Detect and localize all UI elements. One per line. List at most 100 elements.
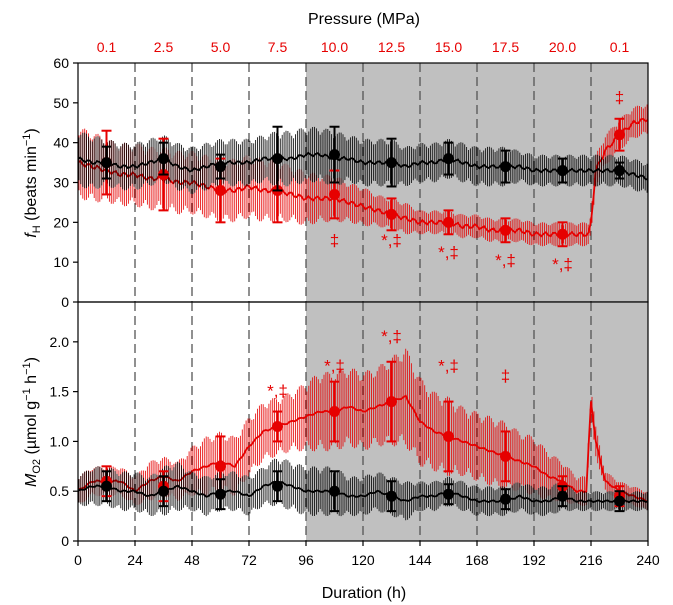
mean-marker — [158, 153, 169, 165]
mean-marker — [500, 493, 511, 505]
x-axis-title: Duration (h) — [322, 585, 406, 602]
significance-marker: ‡ — [330, 231, 339, 250]
mean-point — [500, 430, 511, 483]
significance-marker: *,‡ — [495, 251, 516, 270]
mean-marker — [158, 485, 169, 497]
mean-marker — [272, 420, 283, 432]
mean-point — [500, 217, 511, 244]
y-tick-label: 60 — [53, 55, 69, 71]
y-tick-label: 50 — [53, 95, 69, 111]
mean-marker — [443, 488, 454, 500]
mean-marker — [557, 228, 568, 240]
mean-point — [443, 209, 454, 236]
mean-marker — [329, 485, 340, 497]
series-line — [77, 394, 649, 503]
x-tick-label: 24 — [127, 552, 143, 568]
pressure-tick-label: 7.5 — [268, 39, 288, 55]
mean-marker — [500, 161, 511, 173]
y-tick-label: 30 — [53, 175, 69, 191]
x-tick-label: 144 — [408, 552, 432, 568]
x-tick-label: 216 — [579, 552, 603, 568]
pressure-axis-title: Pressure (MPa) — [308, 11, 420, 28]
mean-point — [557, 157, 568, 184]
significance-marker: *,‡ — [552, 255, 573, 274]
mean-point — [443, 483, 454, 506]
mean-marker — [101, 157, 112, 169]
y-tick-label: 0 — [61, 533, 69, 549]
mean-marker — [386, 157, 397, 169]
mean-point — [443, 400, 454, 473]
mean-marker — [215, 184, 226, 196]
pressure-tick-label: 17.5 — [492, 39, 519, 55]
mean-point — [272, 470, 283, 503]
mean-marker — [329, 406, 340, 418]
mean-point — [158, 475, 169, 508]
pressure-tick-label: 0.1 — [610, 39, 630, 55]
mean-point — [500, 488, 511, 511]
y-axis-title-top: fH (beats min−1) — [21, 128, 43, 237]
series-line — [77, 117, 649, 238]
mean-marker — [215, 460, 226, 472]
x-tick-label: 72 — [241, 552, 257, 568]
mean-point — [101, 470, 112, 503]
mean-marker — [443, 216, 454, 228]
significance-marker: *,‡ — [438, 243, 459, 262]
mean-marker — [557, 490, 568, 502]
mean-marker — [386, 396, 397, 408]
mean-marker — [614, 129, 625, 141]
y-tick-label: 10 — [53, 254, 69, 270]
oxygen-consumption-panel: *,‡ *,‡ *,‡ *,‡ ‡ 0 0.5 1.0 1.5 2.0 0 24 48 72 96 120 14… — [50, 301, 660, 568]
mean-point — [614, 490, 625, 513]
significance-marker: *,‡ — [381, 327, 402, 346]
x-tick-label: 120 — [351, 552, 375, 568]
y-tick-label: 2.0 — [50, 334, 70, 350]
mean-point — [386, 480, 397, 513]
mean-marker — [329, 149, 340, 161]
x-tick-label: 168 — [465, 552, 489, 568]
pressure-tick-label: 5.0 — [211, 39, 231, 55]
mean-marker — [557, 165, 568, 177]
y-tick-label: 0.5 — [50, 483, 70, 499]
mean-marker — [614, 495, 625, 507]
significance-marker: *,‡ — [267, 382, 288, 401]
mean-point — [614, 161, 625, 180]
mean-point — [329, 380, 340, 443]
x-tick-label: 48 — [184, 552, 200, 568]
mean-point — [500, 149, 511, 184]
mean-marker — [329, 188, 340, 200]
y-tick-label: 1.0 — [50, 433, 70, 449]
x-tick-label: 0 — [74, 552, 82, 568]
y-tick-label: 1.5 — [50, 384, 70, 400]
mean-point — [272, 125, 283, 192]
mean-point — [386, 197, 397, 232]
significance-marker: *,‡ — [324, 357, 345, 376]
mean-point — [557, 485, 568, 508]
mean-marker — [101, 480, 112, 492]
pressure-tick-label: 15.0 — [435, 39, 462, 55]
mean-marker — [386, 208, 397, 220]
mean-point — [614, 117, 625, 152]
pressure-tick-label: 20.0 — [549, 39, 576, 55]
mean-point — [386, 137, 397, 188]
significance-marker: *,‡ — [438, 357, 459, 376]
mean-marker — [272, 480, 283, 492]
x-tick-label: 96 — [298, 552, 314, 568]
pressure-tick-label: 2.5 — [154, 39, 174, 55]
mean-point — [386, 360, 397, 443]
mean-marker — [386, 490, 397, 502]
mean-point — [158, 141, 169, 176]
mean-marker — [215, 161, 226, 173]
mean-point — [329, 470, 340, 513]
mean-marker — [500, 450, 511, 462]
y-tick-label: 20 — [53, 214, 69, 230]
pressure-tick-label: 10.0 — [321, 39, 348, 55]
mean-marker — [443, 153, 454, 165]
mean-marker — [443, 430, 454, 442]
significance-marker: ‡ — [501, 367, 510, 386]
mean-marker — [272, 153, 283, 165]
significance-marker: *,‡ — [381, 231, 402, 250]
mean-point — [443, 141, 454, 176]
y-tick-label: 0 — [61, 294, 69, 310]
mean-marker — [614, 165, 625, 177]
